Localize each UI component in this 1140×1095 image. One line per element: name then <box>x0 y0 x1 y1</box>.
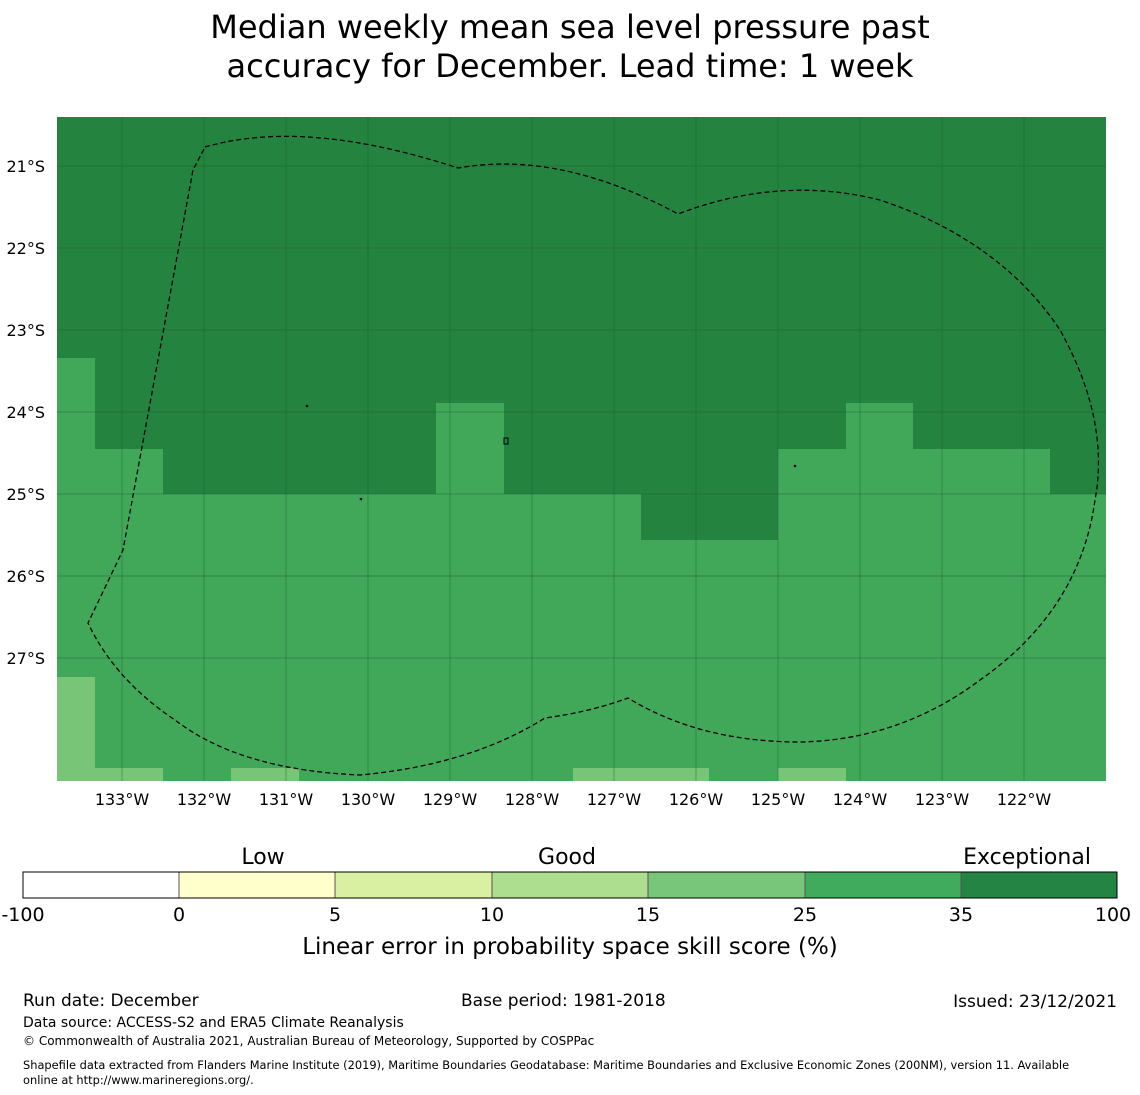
colorbar-ticks: -100 0 5 10 15 25 35 100 <box>1 904 1131 926</box>
lat-label: 26°S <box>6 567 45 586</box>
colorbar: Low Good Exceptional -100 0 5 10 15 25 3… <box>1 845 1131 960</box>
chart-title: Median weekly mean sea level pressure pa… <box>0 8 1140 86</box>
map-figure: 21°S 22°S 23°S 24°S 25°S 26°S 27°S 133°W… <box>6 117 1106 809</box>
colorbar-swatch <box>804 871 962 899</box>
good-skill-patch <box>57 677 95 781</box>
lon-label: 133°W <box>95 790 150 809</box>
colorbar-tick: 15 <box>636 904 660 926</box>
base-period: Base period: 1981-2018 <box>461 991 666 1011</box>
eez-boundary <box>87 135 1100 776</box>
good-skill-patch <box>573 768 709 781</box>
lat-label: 24°S <box>6 403 45 422</box>
colorbar-category-low: Low <box>241 845 284 870</box>
issued-date: Issued: 23/12/2021 <box>953 992 1117 1012</box>
shapefile-credit-line-2: online at http://www.marineregions.org/. <box>23 1073 254 1087</box>
lon-label: 126°W <box>669 790 724 809</box>
colorbar-swatch <box>178 871 336 899</box>
colorbar-swatch <box>647 871 806 899</box>
colorbar-tick: 35 <box>949 904 973 926</box>
lon-label: 127°W <box>587 790 642 809</box>
title-line-2: accuracy for December. Lead time: 1 week <box>226 47 914 85</box>
lon-label: 128°W <box>505 790 560 809</box>
shapefile-credit-line-1: Shapefile data extracted from Flanders M… <box>23 1058 1070 1072</box>
colorbar-category-exceptional: Exceptional <box>963 845 1091 870</box>
colorbar-tick: 0 <box>173 904 185 926</box>
colorbar-tick: 25 <box>793 904 817 926</box>
gridlines <box>57 117 1106 781</box>
colorbar-frame <box>22 871 1118 899</box>
lon-label: 125°W <box>751 790 806 809</box>
good-skill-patch <box>778 768 846 781</box>
colorbar-tick: 100 <box>1095 904 1131 926</box>
lon-label: 132°W <box>177 790 232 809</box>
lat-label: 23°S <box>6 321 45 340</box>
lon-label: 122°W <box>997 790 1052 809</box>
good-skill-patch <box>95 768 163 781</box>
lat-label: 25°S <box>6 485 45 504</box>
data-source: Data source: ACCESS-S2 and ERA5 Climate … <box>23 1015 404 1031</box>
colorbar-swatch <box>491 871 649 899</box>
colorbar-swatch <box>960 871 1118 899</box>
lon-label: 131°W <box>259 790 314 809</box>
colorbar-label: Linear error in probability space skill … <box>302 934 838 960</box>
exceptional-skill-region <box>57 117 1106 540</box>
lat-label: 22°S <box>6 239 45 258</box>
colorbar-category-good: Good <box>538 845 596 870</box>
longitude-labels: 133°W 132°W 131°W 130°W 129°W 128°W 127°… <box>95 790 1052 809</box>
lon-label: 123°W <box>915 790 970 809</box>
colorbar-tick: 5 <box>329 904 341 926</box>
lon-label: 124°W <box>833 790 888 809</box>
latitude-labels: 21°S 22°S 23°S 24°S 25°S 26°S 27°S <box>6 157 45 668</box>
colorbar-swatch <box>334 871 493 899</box>
lat-label: 21°S <box>6 157 45 176</box>
colorbar-tick: 10 <box>480 904 504 926</box>
lon-label: 130°W <box>341 790 396 809</box>
colorbar-swatch <box>22 871 180 899</box>
title-line-1: Median weekly mean sea level pressure pa… <box>210 8 930 46</box>
lat-label: 27°S <box>6 649 45 668</box>
colorbar-tick: -100 <box>1 904 44 926</box>
colorbar-swatches <box>22 871 1118 899</box>
run-date: Run date: December <box>23 991 199 1011</box>
copyright: © Commonwealth of Australia 2021, Austra… <box>23 1034 595 1048</box>
good-skill-patch <box>231 768 299 781</box>
islands <box>305 404 797 501</box>
lon-label: 129°W <box>423 790 478 809</box>
